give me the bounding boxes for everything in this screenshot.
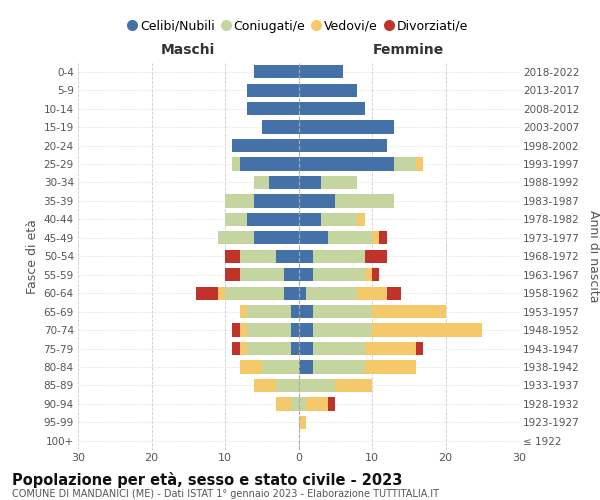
Bar (277, 379, 299, 392)
Bar (225, 268, 240, 281)
Bar (394, 158, 416, 170)
Bar (365, 268, 372, 281)
Bar (299, 231, 328, 244)
Bar (225, 212, 247, 226)
Bar (299, 416, 306, 429)
Bar (291, 324, 299, 336)
Text: Popolazione per età, sesso e stato civile - 2023: Popolazione per età, sesso e stato civil… (12, 472, 403, 488)
Text: Maschi: Maschi (161, 43, 215, 57)
Bar (358, 286, 387, 300)
Bar (299, 194, 335, 207)
Bar (196, 286, 218, 300)
Bar (240, 158, 299, 170)
Bar (299, 342, 313, 355)
Bar (254, 379, 277, 392)
Bar (247, 84, 299, 97)
Bar (299, 324, 313, 336)
Bar (372, 231, 379, 244)
Bar (299, 65, 343, 78)
Bar (269, 176, 299, 189)
Bar (225, 286, 284, 300)
Bar (335, 194, 394, 207)
Text: COMUNE DI MANDANICI (ME) - Dati ISTAT 1° gennaio 2023 - Elaborazione TUTTITALIA.: COMUNE DI MANDANICI (ME) - Dati ISTAT 1°… (12, 489, 439, 499)
Bar (372, 324, 482, 336)
Bar (372, 305, 445, 318)
Bar (262, 360, 299, 374)
Bar (284, 286, 299, 300)
Bar (299, 120, 394, 134)
Bar (365, 360, 416, 374)
Bar (320, 212, 358, 226)
Bar (240, 342, 247, 355)
Y-axis label: Fasce di età: Fasce di età (26, 219, 40, 294)
Bar (365, 342, 416, 355)
Bar (291, 397, 299, 410)
Bar (240, 324, 247, 336)
Bar (313, 250, 365, 263)
Bar (379, 231, 387, 244)
Y-axis label: Anni di nascita: Anni di nascita (587, 210, 600, 302)
Bar (247, 212, 299, 226)
Bar (299, 360, 313, 374)
Bar (240, 268, 284, 281)
Bar (262, 120, 299, 134)
Bar (277, 397, 291, 410)
Bar (232, 158, 240, 170)
Bar (299, 102, 365, 116)
Bar (247, 324, 291, 336)
Bar (218, 231, 254, 244)
Bar (306, 286, 358, 300)
Bar (299, 84, 358, 97)
Bar (313, 305, 372, 318)
Bar (240, 360, 262, 374)
Bar (291, 305, 299, 318)
Bar (313, 342, 365, 355)
Bar (277, 250, 299, 263)
Bar (299, 250, 313, 263)
Bar (416, 342, 424, 355)
Text: Femmine: Femmine (373, 43, 445, 57)
Bar (254, 65, 299, 78)
Bar (416, 158, 424, 170)
Legend: Celibi/Nubili, Coniugati/e, Vedovi/e, Divorziati/e: Celibi/Nubili, Coniugati/e, Vedovi/e, Di… (124, 14, 473, 38)
Bar (387, 286, 401, 300)
Bar (218, 286, 225, 300)
Bar (232, 324, 240, 336)
Bar (254, 194, 299, 207)
Bar (306, 397, 328, 410)
Bar (328, 397, 335, 410)
Bar (247, 102, 299, 116)
Bar (299, 397, 306, 410)
Bar (299, 305, 313, 318)
Bar (299, 176, 320, 189)
Bar (328, 231, 372, 244)
Bar (313, 360, 365, 374)
Bar (254, 231, 299, 244)
Bar (225, 250, 240, 263)
Bar (299, 139, 387, 152)
Bar (299, 379, 335, 392)
Bar (372, 268, 379, 281)
Bar (365, 250, 387, 263)
Bar (358, 212, 365, 226)
Bar (240, 305, 247, 318)
Bar (240, 250, 277, 263)
Bar (291, 342, 299, 355)
Bar (299, 286, 306, 300)
Bar (232, 139, 299, 152)
Bar (247, 305, 291, 318)
Bar (299, 268, 313, 281)
Bar (320, 176, 358, 189)
Bar (225, 194, 254, 207)
Bar (247, 342, 291, 355)
Bar (299, 158, 394, 170)
Bar (313, 324, 372, 336)
Bar (299, 212, 320, 226)
Bar (313, 268, 365, 281)
Bar (284, 268, 299, 281)
Bar (232, 342, 240, 355)
Bar (254, 176, 269, 189)
Bar (335, 379, 372, 392)
